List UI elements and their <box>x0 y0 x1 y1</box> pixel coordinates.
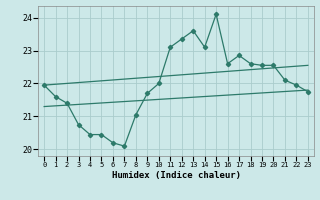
X-axis label: Humidex (Indice chaleur): Humidex (Indice chaleur) <box>111 171 241 180</box>
